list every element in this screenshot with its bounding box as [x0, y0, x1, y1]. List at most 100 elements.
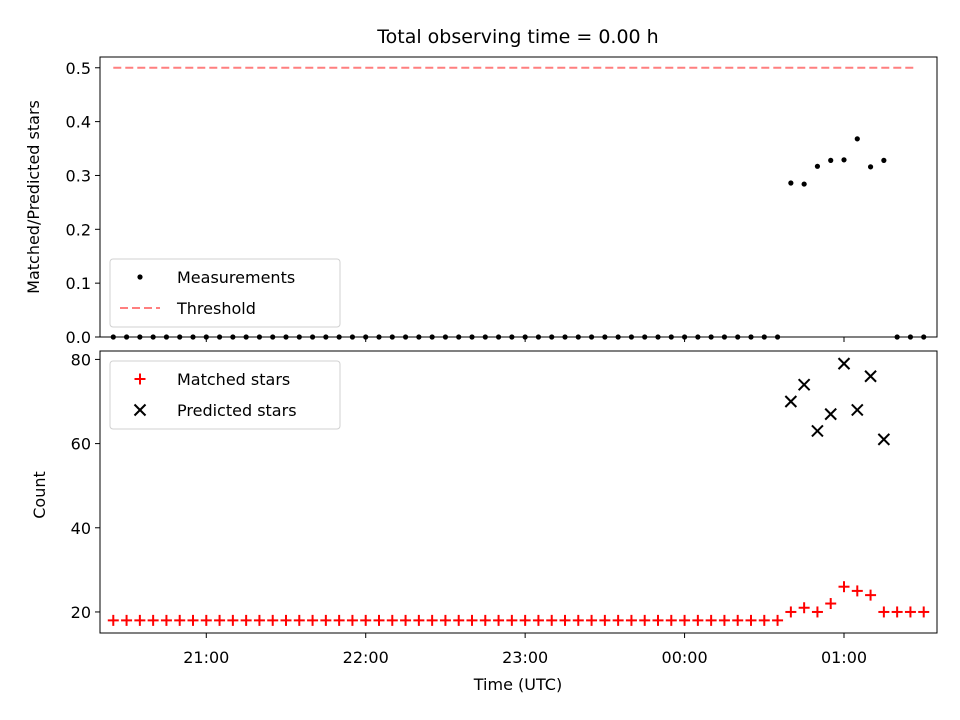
matched-stars-point: [586, 614, 598, 626]
matched-stars-point: [625, 614, 637, 626]
measurement-point: [416, 334, 422, 340]
measurement-point: [602, 334, 608, 340]
count-y-tick-label: 40: [71, 519, 91, 538]
x-axis-label: Time (UTC): [473, 675, 562, 694]
matched-stars-point: [107, 614, 119, 626]
measurement-point: [296, 334, 302, 340]
matched-stars-point: [426, 614, 438, 626]
matched-stars-point: [267, 614, 279, 626]
measurement-point: [216, 334, 223, 340]
measurement-point: [907, 334, 914, 340]
series-predicted-stars: [784, 357, 891, 446]
count-x-tick: 01:00: [821, 633, 867, 667]
matched-stars-point: [400, 614, 412, 626]
predicted-stars-point: [851, 403, 864, 417]
measurement-point: [163, 334, 170, 340]
count-legend: Matched stars Predicted stars: [109, 360, 341, 430]
matched-stars-point: [718, 614, 730, 626]
matched-stars-point: [506, 614, 518, 626]
count-y-axis-label: Count: [30, 471, 49, 519]
matched-stars-point: [439, 614, 451, 626]
ratio-legend: Measurements Threshold: [109, 258, 341, 328]
matched-stars-point: [772, 614, 784, 626]
matched-stars-point: [679, 614, 691, 626]
series-matched-stars: [107, 581, 930, 626]
ratio-y-tick: 0.0: [66, 328, 100, 347]
matched-stars-point: [240, 614, 252, 626]
predicted-stars-point: [811, 424, 824, 438]
ratio-y-tick: 0.1: [66, 274, 100, 293]
matched-stars-point: [851, 585, 863, 597]
ratio-y-tick-label: 0.5: [66, 59, 91, 78]
matched-stars-point: [519, 614, 531, 626]
matched-stars-point: [187, 614, 199, 626]
legend-label: Measurements: [177, 268, 295, 287]
matched-stars-point: [891, 606, 903, 618]
count-y-tick-label: 80: [71, 350, 91, 369]
count-y-tick-label: 60: [71, 435, 91, 454]
legend-item-predicted-stars: Predicted stars: [133, 401, 297, 420]
measurement-point: [535, 334, 542, 340]
matched-stars-point: [532, 614, 544, 626]
count-x-tick: 22:00: [343, 633, 389, 667]
measurement-point: [708, 334, 714, 340]
measurement-point: [867, 164, 874, 170]
measurement-point: [921, 334, 927, 340]
measurement-point: [761, 334, 767, 340]
matched-stars-point: [413, 614, 425, 626]
ratio-y-tick: 0.4: [66, 113, 100, 132]
predicted-stars-point: [837, 357, 851, 370]
matched-stars-point: [785, 606, 797, 618]
matched-stars-point: [147, 614, 159, 626]
measurement-point: [588, 334, 595, 340]
count-y-tick-label: 20: [71, 603, 91, 622]
count-y-tick: 40: [71, 519, 100, 538]
count-panel-frame: [99, 350, 938, 634]
measurement-point: [695, 334, 701, 340]
chart-title: Total observing time = 0.00 h: [376, 26, 658, 48]
matched-stars-point: [825, 598, 837, 610]
measurement-point: [575, 334, 581, 340]
count-y-tick: 80: [71, 350, 100, 369]
ratio-panel-frame: [99, 56, 938, 338]
matched-stars-point: [692, 614, 704, 626]
measurement-point: [376, 334, 382, 340]
matched-stars-point: [333, 614, 345, 626]
measurement-point: [456, 334, 462, 340]
measurement-point: [881, 157, 887, 163]
matched-stars-point: [599, 614, 611, 626]
ratio-panel: Matched/Predicted stars 0.0 0.1 0.2 0.3 0.4 0…: [24, 56, 938, 347]
measurement-point: [721, 334, 728, 340]
measurement-point: [402, 334, 409, 340]
matched-stars-point: [732, 614, 744, 626]
measurement-point: [442, 334, 449, 340]
measurement-point: [177, 334, 183, 340]
measurement-point: [495, 334, 502, 340]
count-x-tick: 00:00: [662, 633, 708, 667]
measurement-point: [854, 136, 860, 142]
x-tick-label: 21:00: [183, 648, 229, 667]
measurement-point: [615, 334, 621, 340]
measurement-point: [774, 334, 781, 340]
measurement-point: [230, 334, 236, 340]
predicted-stars-point: [797, 378, 811, 391]
measurement-point: [509, 334, 515, 340]
legend-item-matched-stars: Matched stars: [134, 370, 290, 389]
legend-marker: [134, 373, 146, 385]
matched-stars-point: [386, 614, 398, 626]
matched-stars-point: [214, 614, 226, 626]
count-y-tick: 60: [71, 435, 100, 454]
count-legend-box: [109, 360, 341, 430]
ratio-y-tick-label: 0.3: [66, 166, 91, 185]
measurement-point: [349, 334, 356, 340]
matched-stars-point: [838, 581, 850, 593]
measurement-point: [323, 334, 329, 340]
matched-stars-point: [134, 614, 146, 626]
x-tick-label: 22:00: [343, 648, 389, 667]
matched-stars-point: [121, 614, 133, 626]
measurement-point: [894, 334, 900, 340]
measurement-point: [735, 334, 741, 340]
matched-stars-point: [360, 614, 372, 626]
measurement-point: [336, 334, 342, 340]
